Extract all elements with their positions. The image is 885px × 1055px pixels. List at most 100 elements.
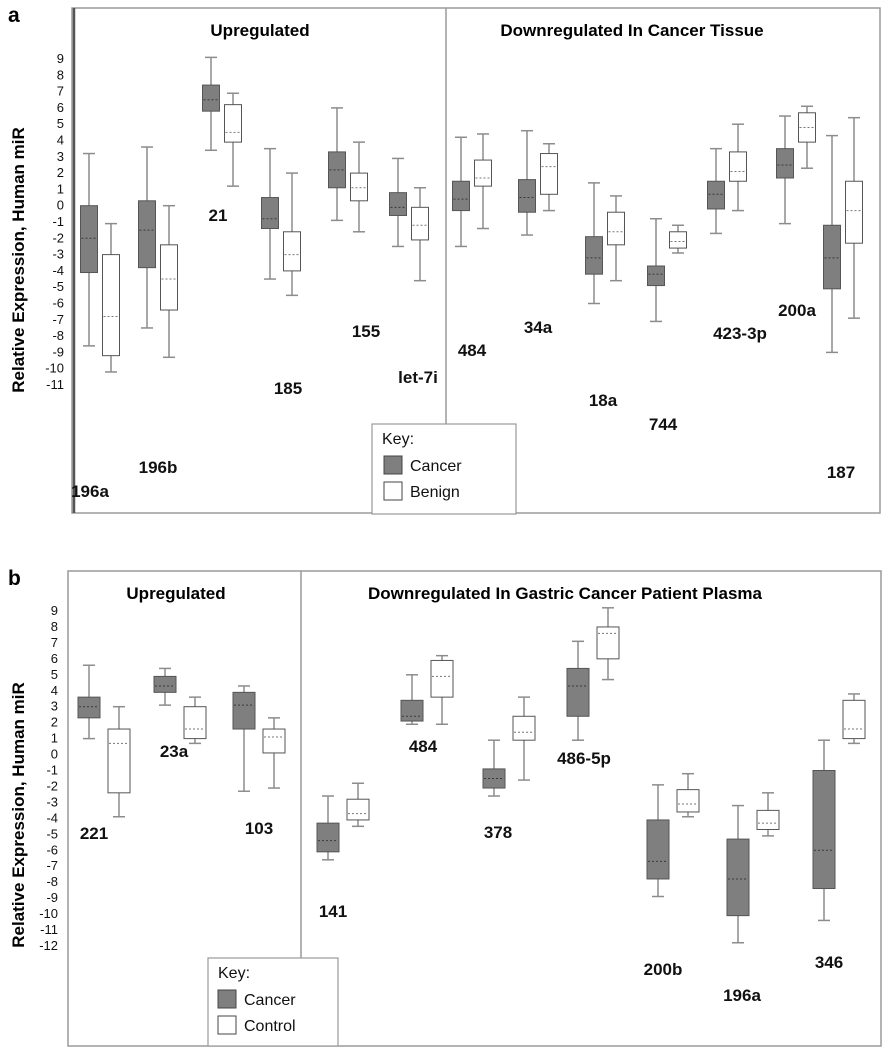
box-cancer-18a bbox=[585, 182, 603, 305]
y-tick-label: 2 bbox=[51, 715, 58, 730]
iqr-box bbox=[540, 153, 558, 195]
panel-a-legend: Key: Cancer Benign bbox=[371, 423, 517, 515]
box-benign-196a bbox=[102, 222, 120, 373]
y-tick-label: -8 bbox=[52, 328, 64, 343]
legend-swatch-benign bbox=[383, 481, 403, 501]
y-tick-label: 5 bbox=[51, 667, 58, 682]
box-cancer-484 bbox=[400, 674, 424, 725]
panel-a-y-axis-label: Relative Expression, Human miR bbox=[9, 127, 28, 392]
legend-swatch-cancer bbox=[383, 455, 403, 475]
legend-label-control: Control bbox=[244, 1018, 296, 1035]
box-benign-let-7i bbox=[411, 187, 429, 282]
box-benign-21 bbox=[224, 92, 242, 187]
panel-a-section-upregulated: Upregulated bbox=[210, 21, 309, 40]
iqr-box bbox=[261, 197, 279, 230]
box-benign-34a bbox=[540, 143, 558, 212]
y-tick-label: -2 bbox=[46, 778, 58, 793]
category-label: 103 bbox=[245, 819, 273, 838]
iqr-box bbox=[262, 728, 286, 754]
iqr-box bbox=[80, 205, 98, 274]
category-label: 486-5p bbox=[557, 749, 611, 768]
iqr-box bbox=[845, 180, 863, 244]
box-benign-18a bbox=[607, 195, 625, 282]
y-tick-label: 2 bbox=[57, 165, 64, 180]
y-tick-label: -3 bbox=[52, 247, 64, 262]
y-tick-label: 6 bbox=[57, 100, 64, 115]
box-cancer-let-7i bbox=[389, 157, 407, 248]
iqr-box bbox=[798, 112, 816, 143]
box-cancer-185 bbox=[261, 147, 279, 280]
y-tick-label: 0 bbox=[51, 747, 58, 762]
box-cancer-34a bbox=[518, 129, 536, 236]
box-cancer-187 bbox=[823, 134, 841, 354]
iqr-box bbox=[726, 838, 750, 917]
category-label: 484 bbox=[458, 341, 487, 360]
box-control-486-5p bbox=[596, 607, 620, 681]
box-cancer-200b bbox=[646, 784, 670, 898]
iqr-box bbox=[183, 706, 207, 740]
panel-b-category-labels: 221 23a 103 141 484 378 486-5p 200b 196a… bbox=[80, 737, 843, 1005]
iqr-box bbox=[812, 770, 836, 890]
box-cancer-196a bbox=[726, 804, 750, 944]
category-label: 484 bbox=[409, 737, 438, 756]
legend-swatch-cancer bbox=[217, 989, 237, 1009]
iqr-box bbox=[430, 659, 454, 698]
category-label: 23a bbox=[160, 742, 189, 761]
iqr-box bbox=[411, 206, 429, 241]
category-label: 200a bbox=[778, 301, 816, 320]
box-control-484 bbox=[430, 654, 454, 725]
box-control-200b bbox=[676, 772, 700, 818]
y-tick-label: 8 bbox=[57, 67, 64, 82]
iqr-box bbox=[585, 236, 603, 275]
category-label: 141 bbox=[319, 902, 347, 921]
box-benign-200a bbox=[798, 105, 816, 169]
iqr-box bbox=[77, 696, 101, 719]
box-control-221 bbox=[107, 705, 131, 818]
box-control-23a bbox=[183, 696, 207, 745]
panel-a-category-labels: 196a 196b 21 185 155 let-7i 484 34a 18a … bbox=[71, 206, 855, 501]
y-tick-label: -12 bbox=[39, 938, 58, 953]
box-benign-185 bbox=[283, 172, 301, 297]
iqr-box bbox=[224, 104, 242, 143]
iqr-box bbox=[202, 84, 220, 112]
iqr-box bbox=[400, 699, 424, 722]
y-tick-label: -11 bbox=[40, 922, 58, 937]
y-tick-label: -9 bbox=[52, 344, 64, 359]
y-tick-label: 7 bbox=[57, 84, 64, 99]
category-label: 34a bbox=[524, 318, 553, 337]
y-tick-label: -10 bbox=[39, 906, 58, 921]
iqr-box bbox=[566, 667, 590, 717]
iqr-box bbox=[316, 822, 340, 853]
box-cancer-484 bbox=[452, 136, 470, 248]
panel-b-legend: Key: Cancer Control bbox=[207, 957, 339, 1047]
iqr-box bbox=[346, 798, 370, 821]
category-label: 346 bbox=[815, 953, 843, 972]
box-cancer-486-5p bbox=[566, 640, 590, 741]
y-tick-label: 1 bbox=[51, 731, 58, 746]
y-tick-label: 8 bbox=[51, 619, 58, 634]
y-tick-label: -7 bbox=[46, 858, 58, 873]
y-tick-label: -11 bbox=[46, 377, 64, 392]
y-tick-label: -6 bbox=[52, 296, 64, 311]
y-tick-label: 1 bbox=[57, 181, 64, 196]
y-tick-label: -10 bbox=[45, 361, 64, 376]
iqr-box bbox=[138, 200, 156, 269]
y-tick-label: 5 bbox=[57, 116, 64, 131]
iqr-box bbox=[512, 715, 536, 741]
box-cancer-200a bbox=[776, 115, 794, 225]
box-cancer-155 bbox=[328, 107, 346, 222]
iqr-box bbox=[350, 172, 368, 202]
y-tick-label: -3 bbox=[46, 794, 58, 809]
iqr-box bbox=[160, 244, 178, 311]
legend-swatch-control bbox=[217, 1015, 237, 1035]
box-cancer-141 bbox=[316, 795, 340, 861]
y-tick-label: -7 bbox=[52, 312, 64, 327]
legend-label-cancer: Cancer bbox=[244, 992, 296, 1009]
box-cancer-744 bbox=[647, 217, 665, 323]
iqr-box bbox=[389, 192, 407, 216]
box-benign-423-3p bbox=[729, 123, 747, 212]
category-label: 18a bbox=[589, 391, 618, 410]
category-label: 744 bbox=[649, 415, 678, 434]
y-tick-label: -1 bbox=[52, 214, 64, 229]
